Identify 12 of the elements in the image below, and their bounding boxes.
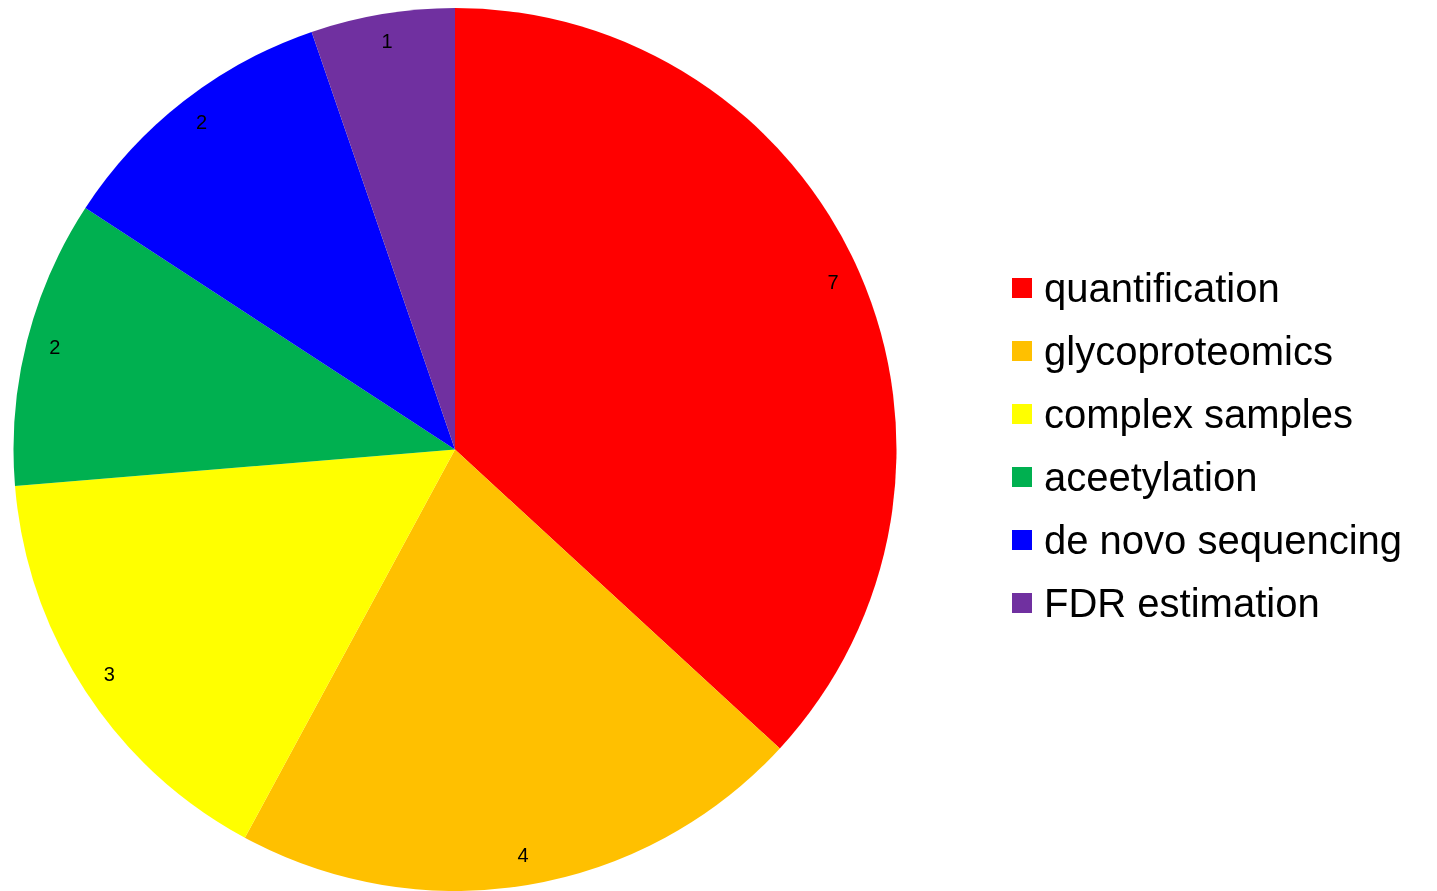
legend-label: glycoproteomics	[1044, 328, 1334, 374]
data-label: 1	[381, 29, 393, 52]
legend-label: aceetylation	[1044, 454, 1258, 500]
data-label: 2	[195, 111, 208, 134]
legend-label: FDR estimation	[1044, 580, 1320, 626]
legend-label: quantification	[1044, 265, 1280, 311]
data-label: 3	[103, 662, 115, 685]
legend-label: de novo sequencing	[1044, 517, 1403, 563]
data-label: 4	[517, 844, 529, 867]
data-label: 7	[827, 271, 839, 294]
data-label: 2	[49, 335, 61, 358]
legend-label: complex samples	[1044, 391, 1354, 437]
